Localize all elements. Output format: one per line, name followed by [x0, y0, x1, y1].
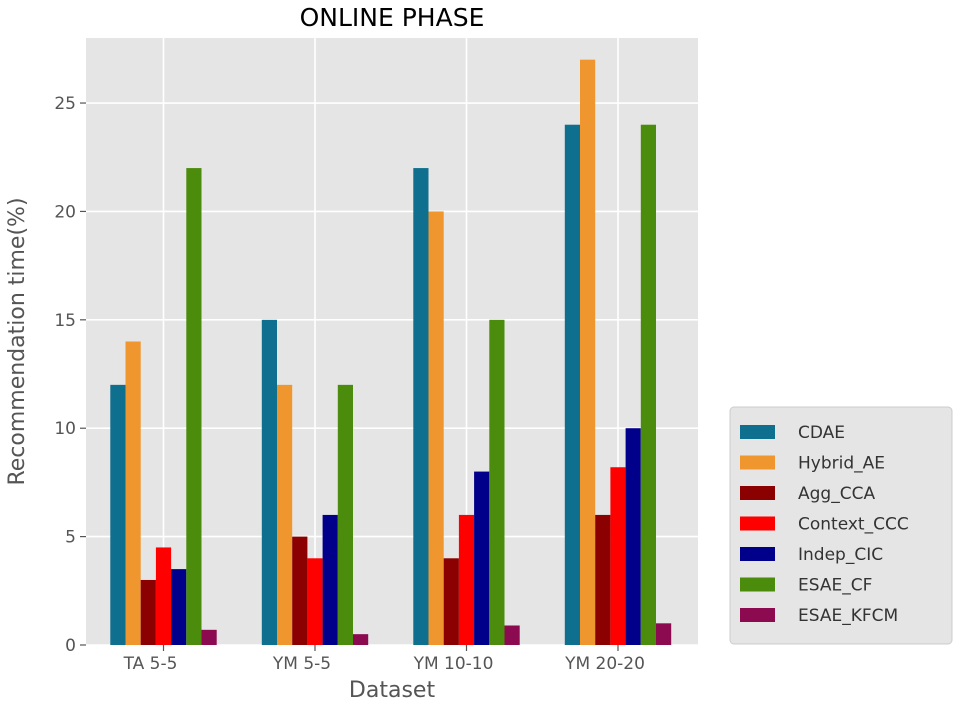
bar-indep-cic-2 — [474, 471, 490, 645]
bar-esae-kfcm-0 — [201, 629, 217, 645]
y-tick-label: 25 — [54, 94, 76, 114]
bar-esae-kfcm-1 — [353, 634, 369, 645]
bar-cdae-1 — [261, 319, 277, 645]
bar-indep-cic-0 — [171, 569, 187, 645]
x-axis-label: Dataset — [349, 678, 436, 703]
legend-label: CDAE — [798, 423, 845, 443]
legend-label: Hybrid_AE — [798, 454, 885, 474]
legend-label: ESAE_CF — [798, 576, 872, 596]
legend-swatch-esae-cf — [740, 577, 775, 592]
bar-esae-cf-2 — [489, 319, 505, 645]
bar-esae-kfcm-3 — [656, 623, 672, 645]
y-tick-label: 15 — [54, 311, 76, 331]
y-tick-label: 10 — [54, 419, 76, 439]
x-tick-label: YM 20-20 — [564, 654, 645, 674]
y-axis-ticks: 0 5 10 15 20 25 — [54, 94, 86, 656]
legend-swatch-esae-kfcm — [740, 608, 775, 622]
bar-esae-kfcm-2 — [504, 625, 520, 645]
legend-swatch-context-ccc — [740, 516, 775, 531]
y-tick-label: 5 — [65, 528, 76, 548]
bar-agg-cca-1 — [292, 536, 308, 645]
legend-swatch-hybrid-ae — [740, 455, 775, 470]
bar-cdae-0 — [110, 384, 126, 645]
bar-hybrid-ae-0 — [125, 341, 141, 645]
bar-agg-cca-0 — [140, 579, 156, 645]
legend-swatch-cdae — [740, 425, 775, 439]
bar-agg-cca-2 — [443, 558, 459, 645]
x-tick-label: YM 5-5 — [272, 654, 331, 674]
bar-esae-cf-1 — [337, 384, 353, 645]
bar-cdae-2 — [413, 168, 429, 646]
bar-esae-cf-0 — [186, 168, 202, 646]
bar-esae-cf-3 — [640, 124, 656, 645]
bars — [110, 59, 672, 646]
x-axis-ticks: TA 5-5 YM 5-5 YM 10-10 YM 20-20 — [123, 645, 645, 674]
legend-label: ESAE_KFCM — [798, 606, 898, 626]
bar-context-ccc-1 — [307, 558, 323, 645]
bar-cdae-3 — [564, 124, 580, 645]
bar-context-ccc-3 — [610, 467, 626, 645]
bar-indep-cic-3 — [625, 428, 641, 645]
bar-context-ccc-0 — [155, 547, 172, 645]
bar-hybrid-ae-1 — [277, 384, 293, 645]
legend-swatch-indep-cic — [740, 547, 775, 561]
legend-label: Context_CCC — [798, 515, 909, 535]
bar-context-ccc-2 — [458, 514, 475, 645]
y-axis-label: Recommendation time(%) — [5, 197, 30, 485]
x-tick-label: TA 5-5 — [123, 654, 178, 674]
legend: CDAE Hybrid_AE Agg_CCA Context_CCC Indep_CIC… — [729, 406, 953, 645]
x-tick-label: YM 10-10 — [413, 654, 494, 674]
legend-label: Indep_CIC — [798, 545, 883, 565]
bar-indep-cic-1 — [322, 514, 338, 645]
chart-title: ONLINE PHASE — [300, 3, 485, 32]
y-tick-label: 20 — [54, 202, 76, 222]
legend-label: Agg_CCA — [798, 484, 875, 504]
bar-agg-cca-3 — [595, 514, 611, 645]
bar-hybrid-ae-2 — [428, 211, 444, 645]
bar-hybrid-ae-3 — [580, 59, 596, 645]
legend-box — [729, 406, 953, 645]
legend-swatch-agg-cca — [740, 486, 775, 500]
y-tick-label: 0 — [65, 636, 76, 656]
